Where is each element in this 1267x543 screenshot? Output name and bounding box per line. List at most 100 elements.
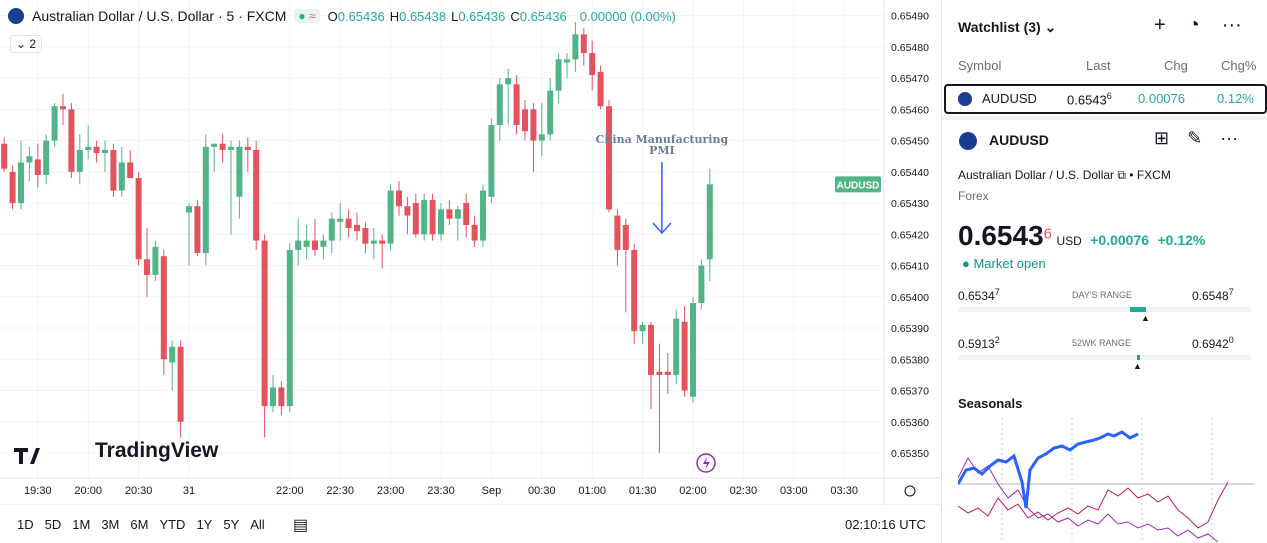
candle-body [564,59,570,63]
range-button[interactable]: 3M [101,517,120,532]
x-tick-label: 02:00 [679,485,707,497]
x-tick-label: 03:00 [780,485,808,497]
y-tick-label: 0.65370 [891,386,929,398]
range-button[interactable]: All [250,517,265,532]
candle-body [127,162,134,179]
ohlc: O0.65436 H0.65438 L0.65436 C0.65436 [328,9,572,24]
candle-body [387,190,394,244]
candle-body [60,106,66,110]
grid [0,0,884,478]
candle-body [555,59,562,91]
y-tick-label: 0.65410 [891,261,929,273]
candle-body [530,109,537,141]
ohlc-key: C [510,8,520,24]
x-tick-label: 03:30 [830,485,858,497]
settings-icon [904,485,916,497]
indicator-count: 2 [29,37,37,51]
candle-body [278,387,285,407]
change: +0.00076 [1090,232,1150,248]
candle-body [589,53,596,75]
candle-body [656,371,663,375]
watermark: TradingView [95,439,219,462]
candle-body [496,84,503,125]
watchlist-row[interactable]: AUDUSD 0.65436 0.00076 0.12% [944,84,1267,114]
settings[interactable] [902,485,918,497]
name: Australian Dollar / U.S. Dollar [958,168,1115,182]
candle-body [18,162,24,204]
candle-body [404,206,411,216]
date-range-icon[interactable]: ▤ [293,517,309,534]
symbol: AUDUSD [982,91,1037,106]
range-bar [958,355,1251,360]
column: Chg [1164,58,1188,73]
candle-body [547,90,554,135]
range-button[interactable]: 5Y [223,517,240,532]
candle-body [505,78,512,85]
range-bar [958,307,1251,312]
detail-price: 0.65436 USD +0.00076 +0.12% [958,220,1205,252]
candle-body [664,371,671,375]
candle-body [244,146,251,150]
layout[interactable]: ⊞ [1154,128,1170,148]
ohlc-item: L0.65436 [451,9,505,24]
range-marker: ▲ [1141,313,1150,323]
indicator-toggle[interactable]: ⌄ 2 [10,35,43,53]
range-button[interactable]: YTD [159,517,186,532]
candle-body [186,206,192,213]
candle-body [488,124,495,197]
status: Market open [973,256,1046,271]
candle-body [337,218,344,222]
symbol-flag [8,8,24,24]
ohlc-key: L [451,8,459,24]
column: Chg% [1221,58,1257,73]
chart-header: Australian Dollar / U.S. Dollar · 5 · FX… [8,8,676,24]
candle-body [177,346,184,422]
column: Symbol [958,58,1002,73]
more[interactable]: ··· [1221,14,1242,36]
event-icon [703,457,710,470]
add-symbol[interactable]: + [1154,14,1166,36]
side-panel: Watchlist (3) ⌄ + ◔ ··· Symbol Last Chg Ch… [941,0,1267,543]
range-button[interactable]: 1Y [196,517,213,532]
x-tick-label: 01:00 [578,485,606,497]
range-button[interactable]: 1M [72,517,91,532]
event-icon[interactable] [696,453,716,473]
candle-body [51,106,58,141]
edit[interactable]: ✎ [1187,128,1203,148]
column: Last [1086,58,1111,73]
range-high: 0.69420 [1192,335,1234,351]
range-button[interactable]: 1D [17,517,34,532]
watchlist-title-text: Watchlist (3) [958,19,1041,35]
exchange: FXCM [1136,168,1171,182]
watchlist-title[interactable]: Watchlist (3) ⌄ [958,19,1057,35]
candle-body [85,146,92,150]
candle-body [236,146,243,197]
candle-body [412,203,419,235]
candle-body [362,228,369,244]
annotation: PMI [649,144,675,157]
candle-body [219,143,226,150]
chg-pct: 0.12% [1217,91,1254,106]
candle-body [379,240,386,244]
candle-body [438,209,444,235]
candle-body [102,149,108,154]
x-tick-label: 00:30 [528,485,556,497]
candle-body [690,303,696,397]
ohlc-key: O [327,8,338,24]
candle-body [169,346,176,363]
chg: 0.00076 [1138,91,1185,106]
candle-body [421,199,428,235]
candle-body [639,324,646,332]
status-badge[interactable]: ● ≈ [294,9,320,23]
y-tick-label: 0.65360 [891,417,929,429]
candle-body [76,149,83,172]
x-tick-label: 20:30 [125,485,153,497]
candle-body [144,259,150,275]
range-button[interactable]: 6M [130,517,149,532]
advanced-view[interactable]: ◔ [1187,14,1200,36]
last-price-label: AUDUSD [837,180,880,191]
seasonals-title: Seasonals [958,396,1023,411]
more[interactable]: ··· [1220,128,1239,148]
candle-body [572,34,579,60]
range-button[interactable]: 5D [44,517,62,532]
